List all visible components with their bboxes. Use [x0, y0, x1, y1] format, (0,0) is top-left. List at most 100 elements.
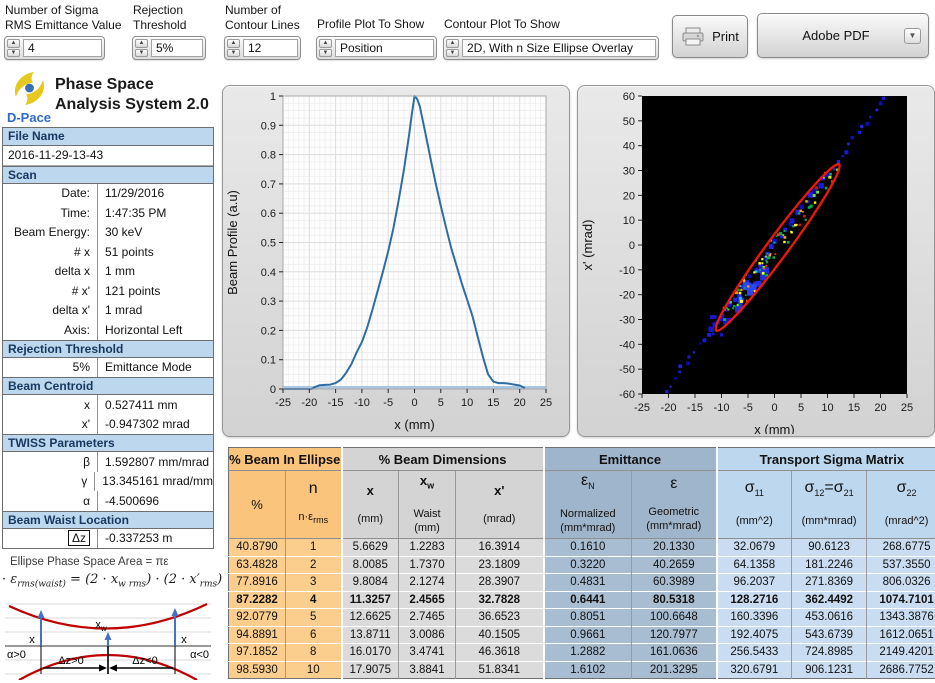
table-row: 92.0779512.66252.746536.65230.8051100.66… [229, 609, 935, 627]
table-cell: 63.4828 [229, 556, 286, 574]
y-tick-label: 1 [270, 91, 276, 103]
table-cell: 806.0326 [867, 574, 935, 592]
app-title-line1: Phase Space [55, 76, 154, 93]
label-line: Contour Lines [225, 18, 300, 32]
spin-down-button[interactable]: ▼ [135, 49, 148, 58]
dz-positive-label: Δz>0 [58, 655, 83, 667]
table-cell: 271.8369 [792, 574, 867, 592]
profile-plot-panel[interactable]: -25-20-15-10-5051015202500.10.20.30.40.5… [222, 85, 570, 437]
table-cell: 2149.4201 [867, 644, 935, 662]
adobe-pdf-button[interactable]: Adobe PDF ▼ [757, 13, 929, 58]
dropdown-arrow-button[interactable]: ▼ [904, 28, 921, 44]
table-cell: 160.3396 [717, 609, 792, 627]
table-column-header: σ12=σ21(mm*mrad) [792, 471, 867, 539]
section-header: File Name [3, 128, 213, 146]
rms-emittance-formula: · εrms(waist) = (2 · xw rms) · (2 · x′rm… [2, 572, 222, 590]
dpace-logo-text: D-Pace [3, 110, 55, 125]
y-tick-label: 0.5 [261, 238, 276, 250]
table-cell: 268.6775 [867, 539, 935, 557]
profile-plot-graph[interactable]: -25-20-15-10-5051015202500.10.20.30.40.5… [223, 86, 567, 434]
table-column-header: εGeometric(mm*mrad) [632, 471, 717, 539]
results-table: % Beam In Ellipse% Beam DimensionsEmitta… [228, 447, 935, 679]
x-tick-label: -15 [328, 397, 344, 409]
info-row: # x'121 points [3, 281, 213, 301]
y-tick-label: 10 [623, 215, 635, 227]
spin-down-button[interactable]: ▼ [227, 49, 240, 58]
y-tick-label: -20 [619, 290, 635, 302]
table-cell: 1.6102 [544, 661, 632, 679]
x-tick-label: -5 [383, 397, 393, 409]
table-cell: 120.7977 [632, 626, 717, 644]
info-row: Δz-0.337253 m [3, 529, 213, 549]
spin-down-button[interactable]: ▼ [446, 49, 459, 58]
x-tick-label: 10 [461, 397, 473, 409]
x-tick-label: 10 [821, 402, 833, 414]
contour-plot-graph[interactable]: -25-20-15-10-50510152025-60-50-40-30-20-… [578, 86, 932, 434]
profile-plot-control-label: Profile Plot To Show [317, 17, 424, 32]
table-cell: 0.3220 [544, 556, 632, 574]
section-header: TWISS Parameters [3, 434, 213, 452]
spin-up-button[interactable]: ▲ [135, 39, 148, 48]
table-cell: 16.0170 [342, 644, 399, 662]
y-axis-label: Beam Profile (a.u) [225, 190, 240, 295]
table-cell: 40.8790 [229, 539, 286, 557]
spin-up-button[interactable]: ▲ [446, 39, 459, 48]
table-column-header: εNNormalized(mm*mrad) [544, 471, 632, 539]
x-tick-label: 25 [901, 402, 913, 414]
table-row: 40.879015.66291.228316.39140.161020.1330… [229, 539, 935, 557]
y-tick-label: 0.2 [261, 325, 276, 337]
contour-lines-value-field[interactable]: 12 [243, 39, 298, 57]
info-row: 5%Emittance Mode [3, 358, 213, 378]
table-cell: 20.1330 [632, 539, 717, 557]
y-tick-label: 0 [270, 384, 276, 396]
print-button[interactable]: Print [672, 15, 748, 58]
contour-lines-control-label: Number of Contour Lines [225, 3, 300, 33]
x-tick-label: 15 [848, 402, 860, 414]
x-tick-label: 20 [514, 397, 526, 409]
sigma-value-field[interactable]: 4 [23, 39, 102, 57]
table-cell: 10 [286, 661, 342, 679]
y-tick-label: 0.1 [261, 355, 276, 367]
spin-down-button[interactable]: ▼ [7, 49, 20, 58]
table-cell: 543.6739 [792, 626, 867, 644]
table-column-header: x'(mrad) [456, 471, 544, 539]
profile-plot-value-field[interactable]: Position [335, 39, 434, 57]
adobe-pdf-label: Adobe PDF [802, 28, 869, 43]
x-tick-label: -10 [354, 397, 370, 409]
table-cell: 1612.0651 [867, 626, 935, 644]
app-title: Phase Space Analysis System 2.0 [55, 75, 209, 115]
info-row: α-4.500696 [3, 491, 213, 511]
spin-up-button[interactable]: ▲ [319, 39, 332, 48]
table-cell: 94.8891 [229, 626, 286, 644]
table-cell: 11.3257 [342, 591, 399, 609]
table-cell: 36.6523 [456, 609, 544, 627]
table-cell: 256.5433 [717, 644, 792, 662]
sigma-spinner[interactable]: ▲▼ 4 [4, 36, 105, 60]
info-row: Axis:Horizontal Left [3, 320, 213, 340]
spin-down-button[interactable]: ▼ [319, 49, 332, 58]
waist-size-label: xw [95, 619, 107, 633]
x-axis-label: x (mm) [754, 422, 794, 434]
profile-plot-selector[interactable]: ▲▼ Position [316, 36, 437, 60]
rejection-value-field[interactable]: 5% [151, 39, 203, 57]
spinner-buttons: ▲▼ [227, 39, 240, 57]
table-cell: 2686.7752 [867, 661, 935, 679]
y-tick-label: -50 [619, 364, 635, 376]
table-group-header: % Beam Dimensions [342, 448, 544, 471]
y-tick-label: 0.7 [261, 179, 276, 191]
beam-envelope-diagram: xw x x α>0 α<0 Δz>0 Δz<0 [3, 594, 213, 680]
table-cell: 1343.3876 [867, 609, 935, 627]
section-header: Rejection Threshold [3, 340, 213, 358]
contour-plot-panel[interactable]: -25-20-15-10-50510152025-60-50-40-30-20-… [577, 85, 935, 437]
table-cell: 97.1852 [229, 644, 286, 662]
print-button-label: Print [712, 29, 739, 44]
spin-up-button[interactable]: ▲ [7, 39, 20, 48]
label-line: Profile Plot To Show [317, 17, 424, 31]
contour-plot-value-field[interactable]: 2D, With n Size Ellipse Overlay [462, 39, 656, 57]
rejection-spinner[interactable]: ▲▼ 5% [132, 36, 206, 60]
spin-up-button[interactable]: ▲ [227, 39, 240, 48]
contour-lines-spinner[interactable]: ▲▼ 12 [224, 36, 301, 60]
contour-plot-selector[interactable]: ▲▼ 2D, With n Size Ellipse Overlay [443, 36, 659, 60]
table-cell: 40.2659 [632, 556, 717, 574]
label-line: RMS Emittance Value [5, 18, 122, 32]
